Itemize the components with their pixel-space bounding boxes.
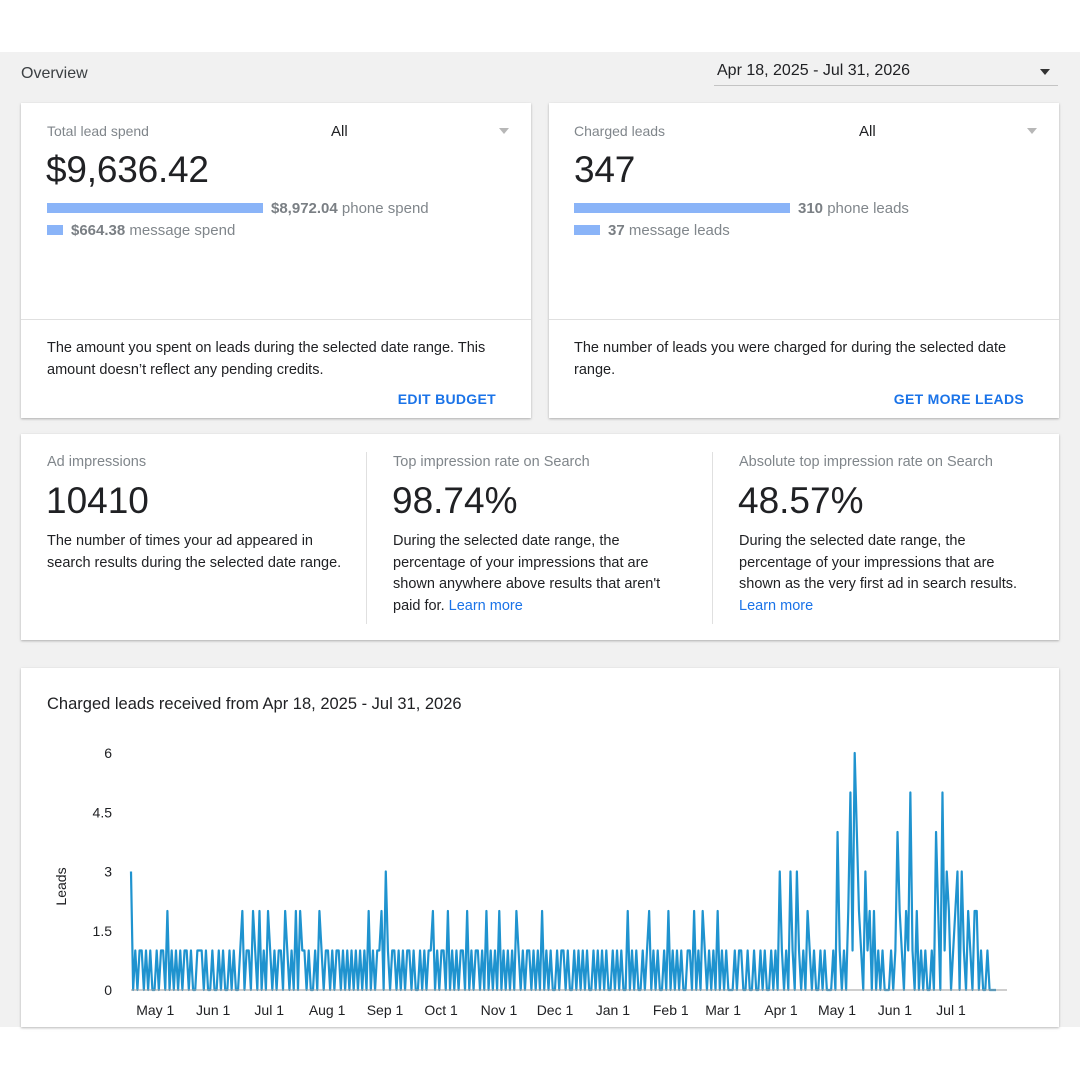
x-tick-label: Dec 1 (537, 1002, 574, 1018)
chevron-down-icon (1040, 69, 1050, 75)
abs-top-rate-learn-more-link[interactable]: Learn more (739, 597, 814, 614)
charged-leads-description: The number of leads you were charged for… (574, 340, 1007, 378)
x-tick-label: Jul 1 (254, 1002, 284, 1018)
charged-leads-filter-value: All (859, 123, 876, 140)
y-tick-label: 0 (104, 982, 112, 998)
x-tick-label: Jun 1 (196, 1002, 230, 1018)
x-tick-label: Jan 1 (596, 1002, 630, 1018)
phone-spend-amount: $8,972.04 (271, 200, 338, 217)
phone-leads-bar (574, 203, 790, 213)
x-tick-label: Nov 1 (481, 1002, 518, 1018)
lead-spend-total: $9,636.42 (46, 149, 209, 190)
x-tick-label: Aug 1 (309, 1002, 346, 1018)
abs-top-rate-value: 48.57% (738, 480, 864, 521)
x-tick-label: Apr 1 (764, 1002, 798, 1018)
phone-spend-suffix: phone spend (337, 200, 429, 217)
metric-divider (712, 452, 713, 624)
message-spend-bar (47, 225, 63, 235)
chevron-down-icon (1027, 128, 1037, 134)
y-tick-label: 3 (104, 864, 112, 880)
phone-leads-text: 310 phone leads (798, 200, 909, 217)
charged-leads-total: 347 (574, 149, 636, 190)
message-leads-bar (574, 225, 600, 235)
top-rate-learn-more-link[interactable]: Learn more (448, 597, 523, 614)
leads-series-line (129, 751, 996, 992)
card-divider (21, 319, 531, 320)
ad-impressions-description: The number of times your ad appeared in … (47, 533, 342, 571)
x-tick-label: May 1 (818, 1002, 856, 1018)
x-tick-label: Jun 1 (878, 1002, 912, 1018)
x-tick-label: Jul 1 (936, 1002, 966, 1018)
y-axis-label: Leads (53, 867, 69, 905)
phone-leads-amount: 310 (798, 200, 824, 217)
date-range-dropdown[interactable]: Apr 18, 2025 - Jul 31, 2026 (714, 58, 1058, 86)
lead-spend-filter-dropdown[interactable]: All (331, 123, 513, 143)
edit-budget-button[interactable]: EDIT BUDGET (397, 391, 496, 407)
x-tick-label: Mar 1 (705, 1002, 741, 1018)
y-tick-label: 6 (104, 745, 112, 761)
leads-line-chart: 0 1.5 3 4.5 6 Leads May 1 Jun 1 Jul 1 Aug 1 Sep 1 O… (53, 745, 1007, 1018)
phone-leads-suffix: phone leads (823, 200, 909, 217)
message-leads-text: 37 message leads (608, 222, 730, 239)
x-tick-label: Sep 1 (367, 1002, 404, 1018)
y-tick-label: 4.5 (93, 804, 113, 820)
x-tick-label: May 1 (136, 1002, 174, 1018)
ad-impressions-label: Ad impressions (47, 454, 147, 470)
chevron-down-icon (499, 128, 509, 134)
charged-leads-label: Charged leads (574, 123, 666, 139)
chart-title: Charged leads received from Apr 18, 2025… (47, 695, 462, 713)
top-rate-value: 98.74% (392, 480, 518, 521)
x-tick-label: Feb 1 (653, 1002, 689, 1018)
lead-spend-card: Total lead spend All $9,636.42 $8,972.04… (21, 103, 531, 418)
abs-top-rate-description-text: During the selected date range, the perc… (739, 533, 1018, 592)
charged-leads-filter-dropdown[interactable]: All (859, 123, 1041, 143)
page-title: Overview (21, 65, 88, 82)
phone-spend-bar (47, 203, 263, 213)
top-rate-description-text: During the selected date range, the perc… (393, 533, 661, 614)
abs-top-rate-description: During the selected date range, the perc… (739, 531, 1037, 617)
message-leads-amount: 37 (608, 222, 625, 239)
message-leads-suffix: message leads (624, 222, 730, 239)
card-divider (549, 319, 1059, 320)
top-rate-label: Top impression rate on Search (393, 454, 590, 470)
x-tick-label: Oct 1 (424, 1002, 458, 1018)
metric-divider (366, 452, 367, 624)
top-rate-description: During the selected date range, the perc… (393, 531, 678, 617)
impressions-card: Ad impressions 10410 The number of times… (21, 434, 1059, 640)
message-spend-amount: $664.38 (71, 222, 126, 239)
lead-spend-filter-value: All (331, 123, 348, 140)
charged-leads-card: Charged leads All 347 310 phone leads 37… (549, 103, 1059, 418)
lead-spend-description: The amount you spent on leads during the… (47, 340, 486, 378)
date-range-value: Apr 18, 2025 - Jul 31, 2026 (717, 62, 911, 79)
leads-chart-card: Charged leads received from Apr 18, 2025… (21, 668, 1059, 1027)
abs-top-rate-label: Absolute top impression rate on Search (739, 454, 993, 470)
message-spend-text: $664.38 message spend (71, 222, 235, 239)
phone-spend-text: $8,972.04 phone spend (271, 200, 429, 217)
ad-impressions-value: 10410 (46, 480, 149, 521)
lead-spend-label: Total lead spend (47, 123, 149, 139)
y-tick-label: 1.5 (93, 923, 113, 939)
get-more-leads-button[interactable]: GET MORE LEADS (893, 391, 1024, 407)
message-spend-suffix: message spend (125, 222, 236, 239)
